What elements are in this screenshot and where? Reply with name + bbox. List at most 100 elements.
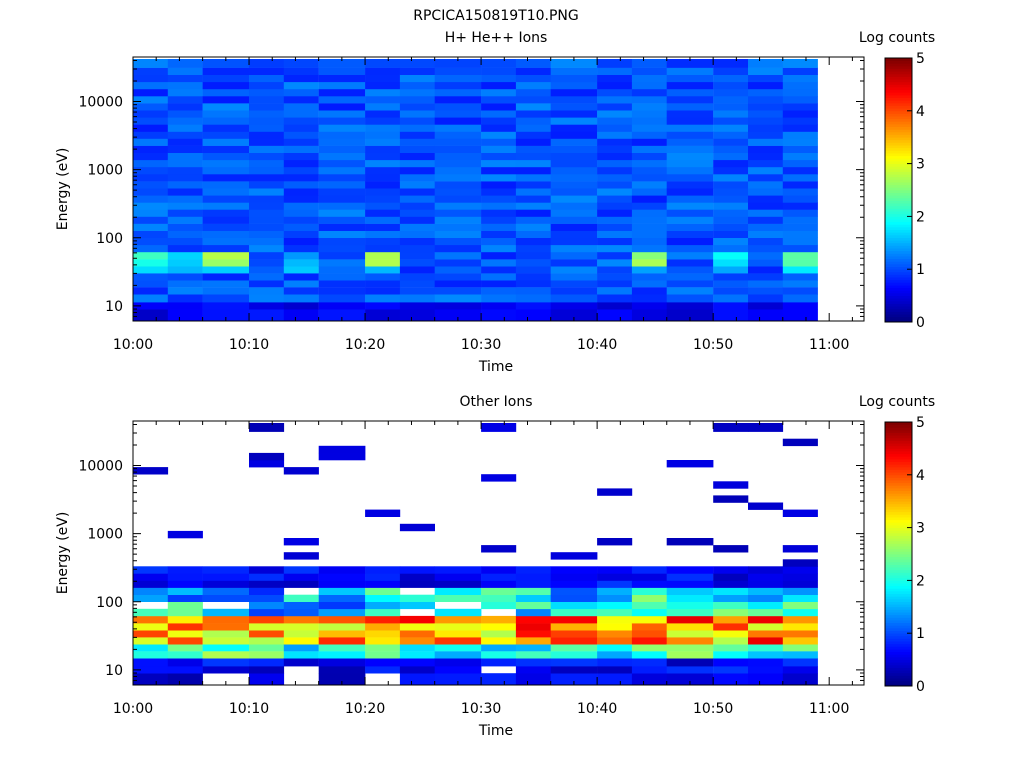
heatmap-cell (550, 673, 598, 686)
heatmap-cell (133, 608, 169, 617)
heatmap-cell (631, 96, 667, 104)
heatmap-cell (365, 209, 401, 217)
heatmap-cell (550, 566, 598, 574)
colorbar-segment (885, 554, 912, 558)
heatmap-cell (434, 138, 482, 146)
heatmap-cell (133, 223, 169, 231)
colorbar-segment (885, 556, 912, 560)
heatmap-cell (597, 566, 633, 574)
heatmap-cell (713, 166, 749, 175)
heatmap-cell (133, 637, 169, 645)
heatmap-cell (631, 88, 667, 97)
heatmap-cell (365, 637, 401, 645)
heatmap-cell (713, 237, 749, 246)
heatmap-cell (249, 188, 285, 196)
heatmap-cell (782, 666, 818, 674)
colorbar-segment (885, 517, 912, 521)
heatmap-cell (515, 587, 551, 595)
heatmap-cell (167, 673, 203, 686)
heatmap-cell (167, 230, 203, 238)
heatmap-cell (782, 230, 818, 238)
colorbar-segment (885, 263, 912, 267)
heatmap-cell (782, 309, 818, 322)
heatmap-cell (133, 594, 169, 602)
heatmap-cell (283, 294, 319, 303)
heatmap-cell (782, 580, 818, 588)
heatmap-cell (283, 580, 319, 588)
colorbar-segment (885, 224, 912, 228)
heatmap-cell (434, 651, 482, 659)
heatmap-cell (202, 587, 250, 595)
heatmap-cell (782, 438, 818, 447)
heatmap-cell (202, 81, 250, 90)
colorbar-segment (885, 129, 912, 133)
heatmap-cell (249, 615, 285, 624)
heatmap-cell (365, 580, 401, 588)
heatmap-cell (597, 159, 633, 168)
heatmap-cell (550, 273, 598, 281)
heatmap-cell (713, 244, 749, 253)
heatmap-cell (202, 566, 250, 574)
heatmap-cell (167, 637, 203, 645)
heatmap-cell (515, 601, 551, 610)
heatmap-cell (515, 124, 551, 132)
heatmap-cell (631, 280, 667, 288)
heatmap-cell (631, 174, 667, 182)
heatmap-cell (666, 594, 714, 602)
colorbar-segment (885, 147, 912, 151)
heatmap-cell (666, 259, 714, 267)
heatmap-cell (597, 658, 633, 667)
heatmap-cell (631, 566, 667, 574)
heatmap-cell (434, 145, 482, 153)
heatmap-cell (748, 623, 784, 631)
heatmap-cell (283, 244, 319, 253)
heatmap-cell (515, 202, 551, 210)
colorbar-segment (885, 160, 912, 164)
heatmap-cell (202, 266, 250, 274)
axis-ticks: 10:00 10:10 10:20 10:30 10:40 10:50 11:00 10 100… (78, 421, 864, 717)
heatmap-cell (631, 67, 667, 75)
heatmap-cell (249, 273, 285, 281)
heatmap-cell (365, 309, 401, 322)
heatmap-cell (631, 166, 667, 175)
heatmap-cell (515, 608, 551, 617)
heatmap-cell (249, 216, 285, 224)
heatmap-cell (666, 88, 714, 97)
heatmap-cell (666, 181, 714, 189)
heatmap-cell (434, 195, 482, 203)
heatmap-cell (365, 623, 401, 631)
heatmap-cell (133, 81, 169, 90)
colorbar-segment (885, 63, 912, 67)
heatmap-cell (167, 81, 203, 90)
heatmap-cell (631, 188, 667, 196)
heatmap-cell (434, 174, 482, 182)
heatmap-cell (481, 195, 517, 203)
plot-frame (132, 420, 865, 686)
heatmap-cell (399, 637, 435, 645)
colorbar-segment (885, 612, 912, 616)
colorbar-segment (885, 606, 912, 610)
heatmap-cell (283, 237, 319, 246)
heatmap-cell (666, 566, 714, 574)
colorbar-segment (885, 182, 912, 186)
heatmap-cell (434, 152, 482, 161)
colorbar-segment (885, 564, 912, 568)
heatmap-cell (515, 81, 551, 90)
heatmap-cell (434, 266, 482, 274)
heatmap-cell (399, 202, 435, 210)
heatmap-cell (434, 251, 482, 260)
heatmap-cell (133, 294, 169, 303)
heatmap-cell (515, 294, 551, 303)
heatmap-cell (202, 637, 250, 645)
heatmap-cell (167, 294, 203, 303)
heatmap-cell (631, 623, 667, 631)
heatmap-cell (713, 423, 749, 432)
colorbar-segment (885, 654, 912, 658)
colorbar-segment (885, 493, 912, 497)
heatmap-cell (597, 644, 633, 652)
panel-h-he-ions: H+ He++ Ions 10:00 10:10 10:20 10:30 10:40 10… (55, 30, 935, 375)
colorbar-segment (885, 58, 912, 62)
colorbar-frame (884, 57, 913, 323)
heatmap-cell (283, 223, 319, 231)
colorbar-segment (885, 211, 912, 215)
